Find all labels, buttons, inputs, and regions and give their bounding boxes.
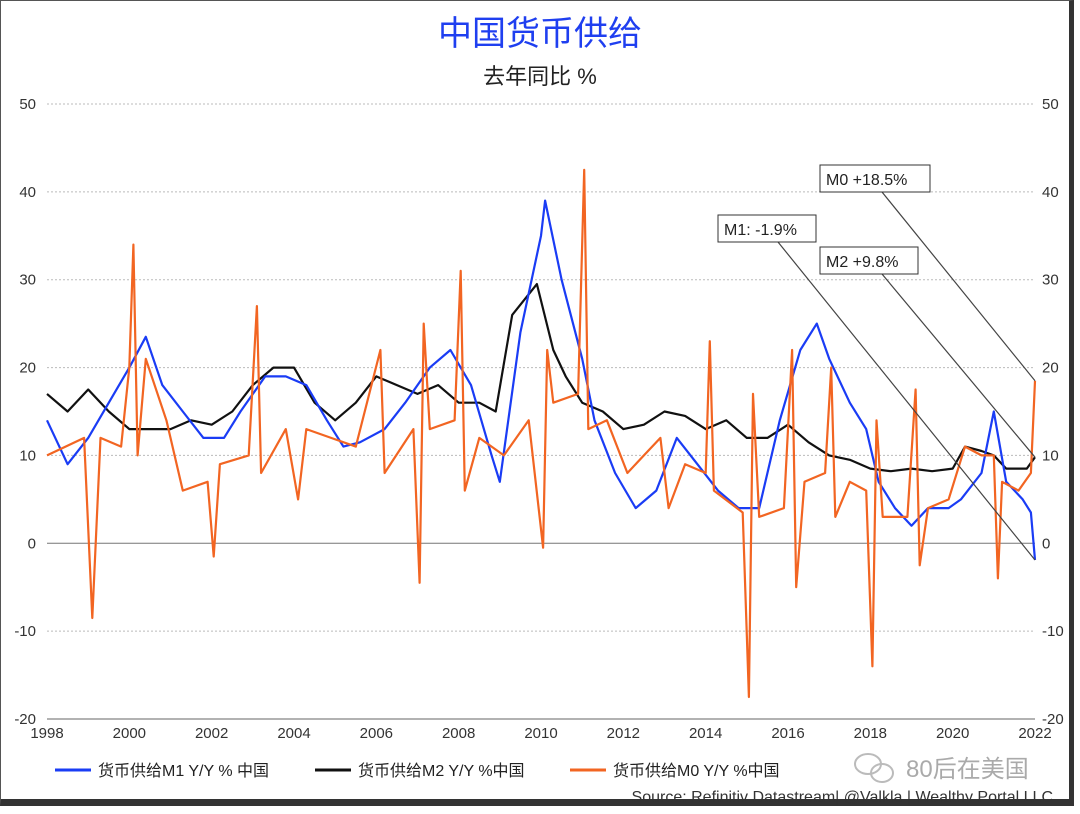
- x-tick-label: 2004: [277, 725, 310, 742]
- x-tick-label: 2018: [854, 725, 887, 742]
- y-tick-label-left: 0: [28, 535, 36, 552]
- y-tick-label-right: 40: [1042, 184, 1059, 201]
- annotation-label: M2 +9.8%: [826, 254, 898, 271]
- annotation-leader: [777, 241, 1036, 561]
- x-tick-label: 2022: [1018, 725, 1051, 742]
- annotation-label: M0 +18.5%: [826, 172, 907, 189]
- chart-title: 中国货币供给: [438, 15, 642, 53]
- annotation-box: [819, 246, 919, 275]
- y-tick-label-right: -10: [1042, 623, 1064, 640]
- y-tick-label-right: 30: [1042, 272, 1059, 289]
- annotation-label: M1: -1.9%: [724, 222, 797, 239]
- y-tick-label-left: 40: [19, 184, 36, 201]
- series-line-m0: [46, 168, 1037, 699]
- series-line-m1: [46, 199, 1037, 561]
- y-tick-label-right: -20: [1042, 711, 1064, 728]
- y-tick-label-left: 10: [19, 447, 36, 464]
- annotation-leader: [881, 273, 1036, 458]
- y-tick-label-right: 0: [1042, 535, 1050, 552]
- y-tick-label-right: 10: [1042, 447, 1059, 464]
- y-tick-label-right: 20: [1042, 360, 1059, 377]
- y-tick-label-left: 50: [19, 96, 36, 113]
- wechat-icon: [854, 753, 894, 783]
- annotation-leader: [881, 191, 1036, 382]
- legend-label: 货币供给M1 Y/Y % 中国: [98, 762, 269, 780]
- x-tick-label: 2000: [113, 725, 146, 742]
- x-tick-label: 2014: [689, 725, 722, 742]
- annotation-box: [819, 164, 931, 193]
- series-line-m2: [46, 283, 1036, 473]
- annotation-box: [717, 214, 817, 243]
- y-tick-label-right: 50: [1042, 96, 1059, 113]
- x-tick-label: 2002: [195, 725, 228, 742]
- y-tick-label-left: 20: [19, 360, 36, 377]
- x-tick-label: 1998: [30, 725, 63, 742]
- y-tick-label-left: 30: [19, 272, 36, 289]
- legend-label: 货币供给M2 Y/Y %中国: [358, 762, 525, 780]
- x-tick-label: 2006: [360, 725, 393, 742]
- x-tick-label: 2012: [607, 725, 640, 742]
- chart-subtitle: 去年同比 %: [483, 64, 597, 89]
- source-note: Source: Refinitiv Datastream| @Valkla | …: [632, 789, 1053, 806]
- y-tick-label-left: -10: [14, 623, 36, 640]
- x-tick-label: 2008: [442, 725, 475, 742]
- watermark: 80后在美国: [854, 753, 1029, 783]
- legend-label: 货币供给M0 Y/Y %中国: [613, 762, 780, 780]
- x-tick-label: 2010: [524, 725, 557, 742]
- x-tick-label: 2020: [936, 725, 969, 742]
- watermark-text: 80后在美国: [906, 756, 1029, 783]
- y-tick-label-left: -20: [14, 711, 36, 728]
- x-tick-label: 2016: [771, 725, 804, 742]
